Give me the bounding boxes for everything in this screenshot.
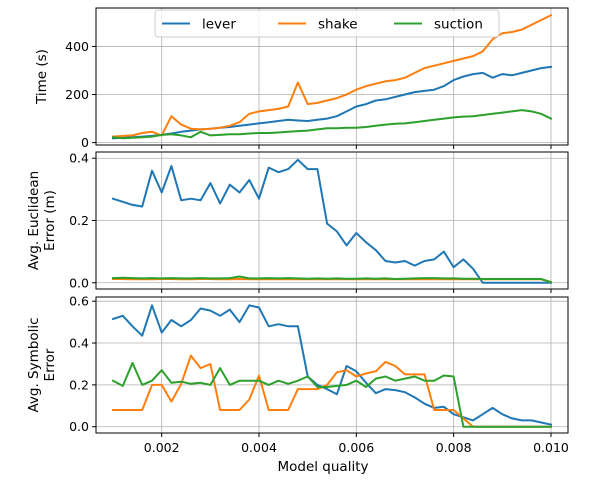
x-tick-label: 0.008 bbox=[436, 440, 472, 455]
x-tick-label: 0.002 bbox=[144, 440, 180, 455]
legend: lever shake suction bbox=[154, 9, 500, 38]
x-tick-label: 0.010 bbox=[533, 440, 569, 455]
y-tick-label: 0 bbox=[81, 135, 89, 150]
x-tick-label: 0.004 bbox=[241, 440, 277, 455]
series-line-lever bbox=[111, 158, 552, 284]
panel-2: 0.0 0.2 0.4 Avg. Euclidean Error (m) bbox=[26, 151, 569, 293]
legend-label-lever: lever bbox=[202, 17, 236, 33]
y-tick-label: 0.4 bbox=[69, 151, 89, 166]
y-axis-label: Avg. Euclidean bbox=[26, 171, 42, 270]
y-tick-label: 0.2 bbox=[69, 213, 89, 228]
y-axis-label: Time (s) bbox=[34, 49, 50, 105]
legend-label-shake: shake bbox=[318, 17, 358, 33]
panel-3: 0.0 0.2 0.4 0.6 Avg. Symbolic Error bbox=[26, 294, 569, 437]
y-tick-label: 0.0 bbox=[69, 419, 89, 434]
y-axis-label: Error (m) bbox=[42, 190, 58, 251]
y-tick-label: 200 bbox=[65, 87, 89, 102]
x-tick-label: 0.006 bbox=[338, 440, 374, 455]
legend-label-suction: suction bbox=[434, 17, 483, 33]
panel-1: 0 200 400 Time (s) bbox=[34, 7, 569, 150]
series-line-suction bbox=[111, 275, 553, 284]
y-tick-label: 0.2 bbox=[69, 377, 89, 392]
series-line-suction bbox=[111, 361, 552, 428]
y-tick-label: 0.0 bbox=[69, 275, 89, 290]
series-line-suction bbox=[111, 109, 553, 140]
x-axis: 0.002 0.004 0.006 0.008 0.010 bbox=[144, 440, 569, 455]
series-line-lever bbox=[111, 65, 553, 140]
y-tick-label: 0.6 bbox=[69, 294, 89, 309]
y-tick-label: 400 bbox=[65, 39, 89, 54]
series-line-shake bbox=[111, 13, 553, 138]
x-axis-label: Model quality bbox=[277, 459, 368, 475]
series-line-lever bbox=[111, 304, 553, 426]
panel-frame bbox=[95, 7, 569, 146]
y-axis-label: Error bbox=[42, 348, 58, 381]
y-tick-label: 0.4 bbox=[69, 336, 89, 351]
panel-frame bbox=[95, 296, 569, 434]
legend-box bbox=[154, 9, 500, 38]
y-axis-label: Avg. Symbolic bbox=[26, 317, 42, 412]
